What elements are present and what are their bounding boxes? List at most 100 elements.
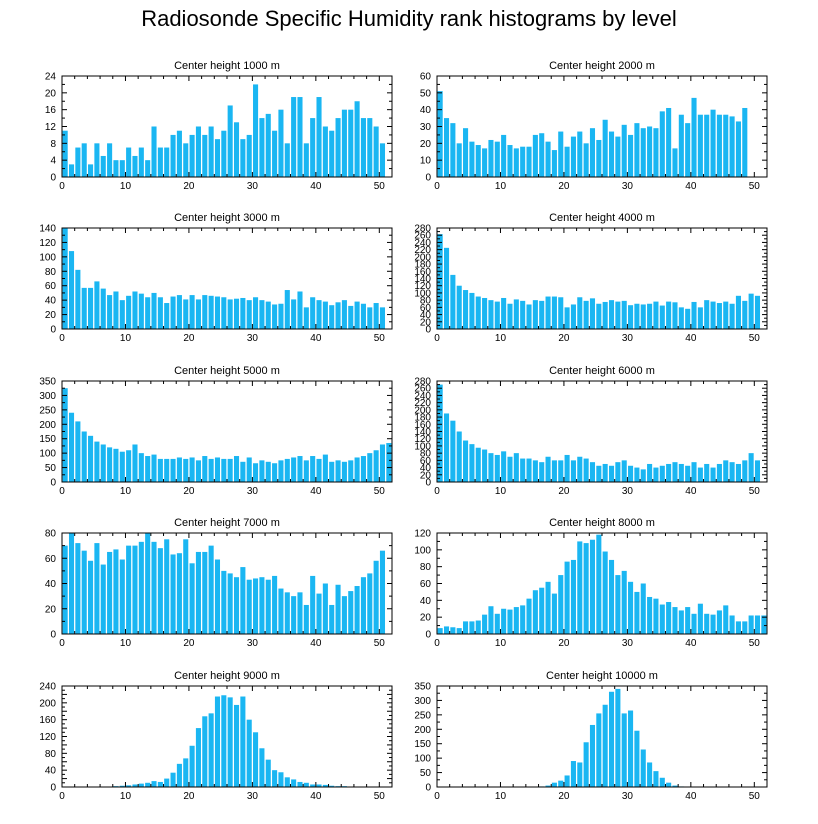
histogram-bar	[577, 456, 583, 482]
x-tick-label: 10	[120, 486, 132, 497]
histogram-bar	[253, 463, 259, 482]
histogram-bar	[570, 559, 576, 634]
histogram-bar	[437, 234, 443, 329]
histogram-bar	[672, 785, 678, 787]
histogram-bar	[132, 291, 138, 329]
histogram-bar	[615, 575, 621, 634]
histogram-bar	[189, 563, 195, 634]
histogram-bar	[354, 457, 360, 482]
histogram-bar	[570, 304, 576, 329]
x-tick-label: 20	[183, 638, 195, 649]
histogram-bar	[716, 303, 722, 329]
histogram-bar	[195, 126, 201, 177]
histogram-bar	[253, 84, 259, 177]
histogram-bar	[494, 141, 500, 177]
histogram-bar	[754, 295, 761, 329]
y-tick-label: 120	[39, 732, 56, 743]
x-tick-label: 10	[495, 333, 507, 344]
histogram-bar	[233, 456, 240, 482]
y-tick-label: 0	[425, 325, 431, 336]
histogram-bar	[272, 130, 278, 177]
histogram-bar	[729, 615, 735, 634]
histogram-bar	[176, 763, 182, 787]
histogram-bar	[284, 592, 290, 634]
y-tick-label: 200	[414, 252, 431, 263]
y-tick-label: 350	[414, 682, 431, 693]
histogram-bar	[678, 463, 684, 482]
histogram-bar	[450, 274, 456, 329]
histogram-bar	[214, 139, 221, 178]
histogram-bar	[183, 758, 189, 787]
x-tick-label: 40	[685, 486, 697, 497]
histogram-bar	[119, 559, 125, 634]
x-tick-label: 50	[374, 791, 386, 802]
histogram-bar	[272, 770, 278, 787]
histogram-bar	[88, 560, 94, 634]
histogram-bar	[208, 295, 214, 329]
histogram-bar	[94, 543, 100, 634]
histogram-bar	[310, 118, 316, 177]
histogram-bar	[488, 453, 494, 482]
histogram-bar	[691, 301, 697, 329]
histogram-bar	[322, 301, 328, 329]
histogram-bar	[589, 462, 596, 482]
histogram-bar	[138, 147, 144, 177]
histogram-bar	[615, 688, 621, 787]
histogram-bar	[329, 130, 335, 177]
x-tick-label: 0	[59, 638, 65, 649]
histogram-bar	[545, 141, 551, 177]
histogram-bar	[214, 296, 221, 329]
histogram-bar	[316, 300, 322, 329]
x-tick-label: 0	[434, 333, 440, 344]
histogram-bar	[221, 695, 227, 787]
histogram-bar	[119, 160, 125, 177]
histogram-bar	[68, 164, 75, 178]
histogram-bar	[259, 748, 265, 787]
histogram-bar	[227, 697, 233, 787]
histogram-bar	[202, 295, 208, 329]
histogram-bar	[88, 435, 94, 482]
y-tick-label: 4	[50, 156, 56, 167]
histogram-bar	[666, 782, 672, 787]
histogram-bar	[545, 296, 551, 329]
histogram-bar	[278, 460, 284, 482]
y-tick-label: 40	[420, 596, 432, 607]
histogram-bar	[367, 307, 373, 329]
y-tick-label: 60	[420, 303, 432, 314]
histogram-bar	[94, 441, 100, 482]
histogram-bar	[157, 147, 163, 177]
x-tick-label: 30	[247, 486, 259, 497]
histogram-bar	[723, 301, 729, 329]
histogram-bar	[119, 300, 125, 329]
histogram-bar	[716, 610, 722, 634]
histogram-bar	[278, 303, 284, 329]
x-tick-label: 0	[434, 486, 440, 497]
histogram-bar	[132, 545, 138, 635]
histogram-bar	[259, 460, 265, 482]
histogram-bar	[723, 605, 729, 634]
histogram-bar	[697, 307, 703, 329]
y-tick-label: 0	[50, 783, 56, 794]
y-tick-label: 60	[45, 554, 57, 565]
histogram-bar	[107, 295, 113, 329]
histogram-bar	[589, 128, 596, 177]
histogram-bar	[710, 614, 716, 634]
histogram-bar	[145, 456, 151, 482]
histogram-bar	[316, 97, 322, 177]
histogram-bar	[291, 299, 297, 329]
histogram-bar	[640, 304, 646, 329]
histogram-bar	[62, 388, 68, 482]
x-tick-label: 20	[183, 181, 195, 192]
histogram-bar	[589, 724, 596, 787]
histogram-bar	[583, 458, 589, 482]
histogram-bar	[195, 728, 201, 787]
histogram-bar	[729, 303, 735, 329]
histogram-bar	[653, 771, 659, 787]
y-tick-label: 12	[45, 122, 57, 133]
histogram-bar	[520, 146, 526, 177]
histogram-bar	[532, 134, 538, 177]
histogram-bar	[450, 123, 456, 177]
histogram-bar	[348, 591, 354, 634]
x-tick-label: 0	[59, 333, 65, 344]
y-tick-label: 60	[420, 72, 432, 83]
